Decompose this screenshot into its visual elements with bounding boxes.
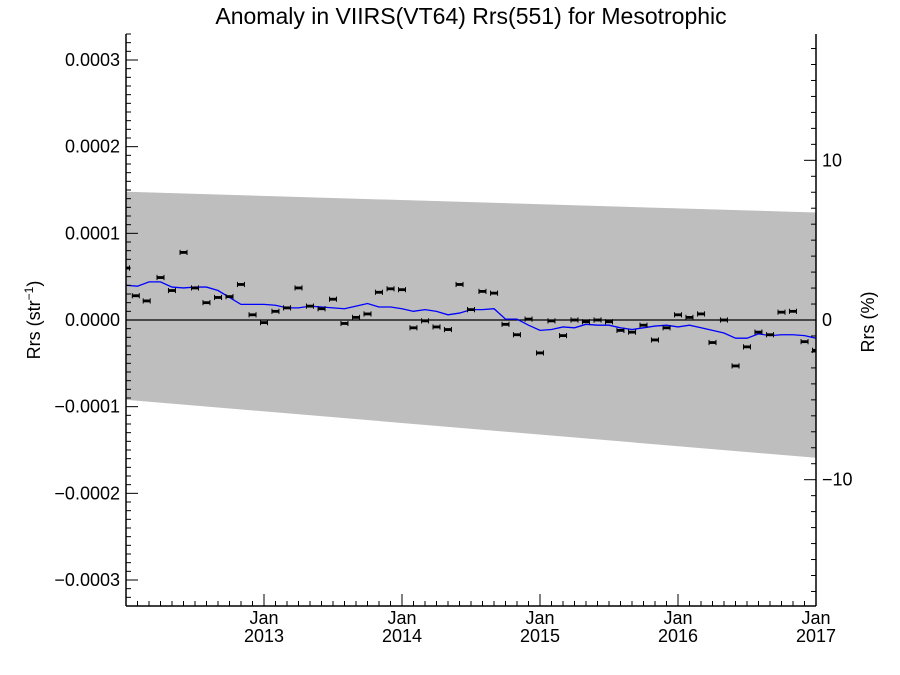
data-point	[352, 314, 361, 320]
data-point	[156, 274, 165, 281]
uncertainty-band	[126, 191, 816, 458]
y-tick-label: −0.0001	[54, 397, 120, 417]
data-point	[340, 320, 349, 327]
data-point	[547, 318, 556, 324]
data-point	[455, 281, 464, 288]
x-tick-year: 2017	[796, 626, 836, 646]
y-axis-label-close: )	[24, 281, 44, 287]
y-axis-label: Rrs (str−1)	[22, 281, 44, 360]
data-point	[421, 318, 430, 324]
data-point	[674, 312, 682, 318]
data-point	[788, 308, 797, 314]
tick-marks	[125, 33, 817, 607]
y2-tick-label: −10	[822, 470, 853, 490]
x-tick-month: Jan	[387, 608, 416, 628]
data-point	[708, 339, 717, 346]
data-point	[179, 249, 188, 255]
data-point	[754, 329, 763, 335]
data-point	[260, 320, 268, 326]
data-point	[766, 332, 775, 338]
data-point	[490, 290, 499, 296]
x-tick-month: Jan	[663, 608, 692, 628]
data-point	[202, 300, 211, 306]
data-point	[398, 287, 406, 293]
data-point	[305, 303, 314, 309]
data-point	[697, 311, 706, 317]
data-point	[650, 337, 659, 343]
data-points-layer	[126, 249, 816, 369]
data-point	[524, 316, 533, 322]
x-tick-year: 2016	[658, 626, 698, 646]
data-point	[191, 285, 199, 291]
y-tick-label: −0.0003	[54, 570, 120, 590]
data-point	[236, 281, 245, 288]
data-point	[662, 325, 671, 331]
chart-title: Anomaly in VIIRS(VT64) Rrs(551) for Meso…	[215, 3, 726, 29]
data-point	[616, 327, 625, 333]
y-axis-label-main: Rrs (str	[24, 300, 44, 359]
y-tick-label: 0.0000	[65, 310, 120, 330]
data-point	[777, 309, 786, 315]
y-axis-label-superscript: −1	[22, 286, 36, 300]
data-point	[512, 332, 521, 338]
y-tick-label: 0.0003	[65, 50, 120, 70]
data-point	[142, 298, 151, 304]
data-point	[214, 294, 223, 301]
data-point	[628, 329, 637, 335]
data-point	[248, 312, 257, 318]
x-tick-year: 2014	[382, 626, 422, 646]
data-point	[639, 322, 648, 328]
data-point	[271, 308, 280, 314]
data-point	[467, 307, 475, 313]
x-tick-year: 2015	[520, 626, 560, 646]
data-point	[294, 285, 303, 291]
x-tick-year: 2013	[244, 626, 284, 646]
data-point	[225, 294, 234, 300]
data-point	[593, 317, 602, 323]
y2-tick-label: 0	[822, 310, 832, 330]
y-tick-label: 0.0001	[65, 223, 120, 243]
data-point	[329, 296, 337, 302]
x-tick-month: Jan	[525, 608, 554, 628]
data-point	[478, 288, 487, 294]
data-point	[283, 305, 292, 311]
data-point	[536, 350, 544, 356]
data-point	[743, 344, 751, 350]
data-point	[386, 286, 395, 292]
data-point	[501, 321, 510, 327]
y2-axis-label: Rrs (%)	[858, 292, 878, 353]
x-tick-month: Jan	[801, 608, 830, 628]
y-tick-label: −0.0002	[54, 483, 120, 503]
tick-labels: 0.0003 0.0002 0.0001 0.0000 −0.0001 −0.0002 −0…	[54, 50, 852, 646]
data-point	[317, 306, 326, 312]
data-point	[719, 317, 728, 323]
x-tick-month: Jan	[249, 608, 278, 628]
data-point	[570, 317, 579, 323]
y2-tick-label: 10	[822, 150, 842, 170]
data-point	[363, 311, 372, 317]
data-point	[581, 319, 590, 325]
data-point	[685, 314, 694, 320]
data-point	[731, 363, 740, 369]
uncertainty-band-layer	[126, 191, 816, 458]
data-point	[559, 333, 568, 339]
data-point	[432, 324, 441, 330]
data-point	[167, 287, 176, 294]
data-point	[605, 319, 613, 325]
data-point	[131, 293, 140, 299]
data-point	[800, 339, 809, 345]
data-point	[409, 325, 418, 331]
data-point	[443, 326, 452, 333]
y-tick-label: 0.0002	[65, 137, 120, 157]
data-point	[374, 289, 383, 295]
